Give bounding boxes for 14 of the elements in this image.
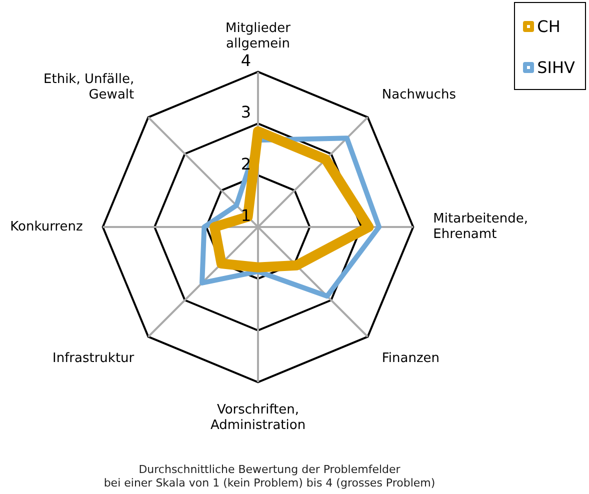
legend-label: SIHV xyxy=(537,58,575,77)
y-tick-label: 4 xyxy=(240,50,251,70)
spoke-label: Vorschriften, Administration xyxy=(210,402,306,433)
legend-label: CH xyxy=(537,17,560,36)
spoke-label: Finanzen xyxy=(382,351,440,366)
text: Durchschnittliche Bewertung der Problemfelder bei einer Skala von 1 (kein Problem) bis 4 (grosses Problem) xyxy=(104,463,436,490)
spoke-label: Mitglieder allgemein xyxy=(226,20,292,52)
spoke-label: Konkurrenz xyxy=(10,219,83,234)
y-tick-label: 3 xyxy=(240,102,251,122)
spoke-label: Ethik, Unfälle, Gewalt xyxy=(44,72,134,103)
spoke-label: Nachwuchs xyxy=(382,88,456,103)
y-tick-label: 1 xyxy=(240,206,251,226)
spoke-label: Infrastruktur xyxy=(52,351,135,366)
spoke-label: Mitarbeitende, Ehrenamt xyxy=(433,212,528,242)
